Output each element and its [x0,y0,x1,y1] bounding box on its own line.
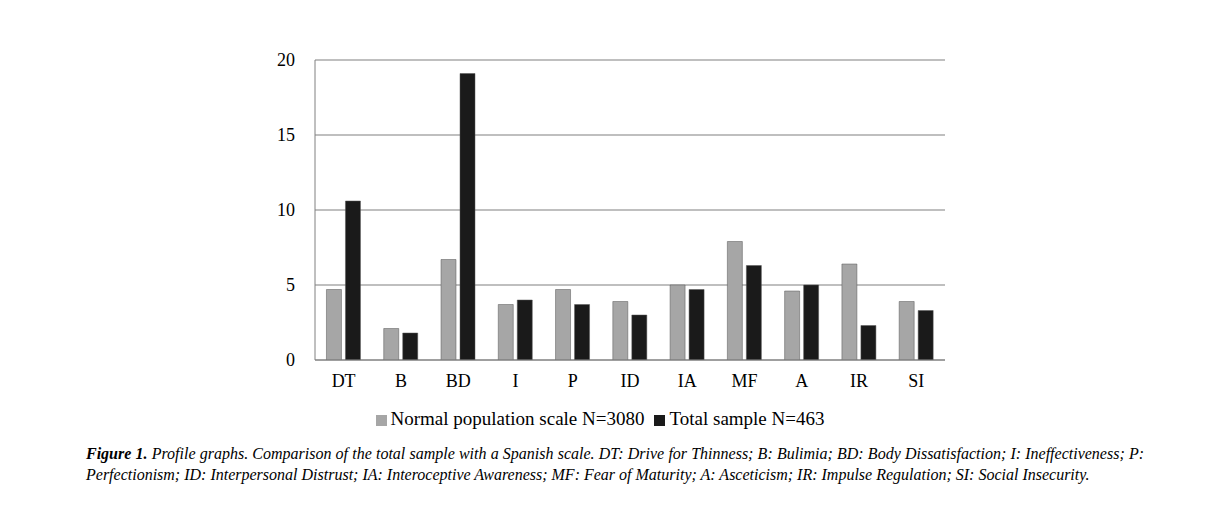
svg-text:5: 5 [286,275,295,295]
svg-text:I: I [512,371,518,391]
svg-text:DT: DT [332,371,356,391]
svg-text:SI: SI [908,371,924,391]
svg-text:A: A [795,371,808,391]
svg-text:0: 0 [286,350,295,370]
svg-text:B: B [395,371,407,391]
svg-text:10: 10 [277,200,295,220]
svg-text:ID: ID [621,371,640,391]
svg-text:20: 20 [277,50,295,70]
svg-text:BD: BD [446,371,471,391]
svg-text:IA: IA [678,371,697,391]
svg-text:MF: MF [732,371,758,391]
svg-text:15: 15 [277,125,295,145]
html-text:Total sample N=463: Total sample N=463 [669,408,825,429]
html-text:Figure 1. Profile graphs. Comp: Figure 1. Profile graphs. Comparison of … [86,445,1144,483]
svg-text:IR: IR [850,371,868,391]
html-text:Normal population scale N=3080: Normal population scale N=3080 [390,408,645,429]
svg-text:P: P [568,371,578,391]
